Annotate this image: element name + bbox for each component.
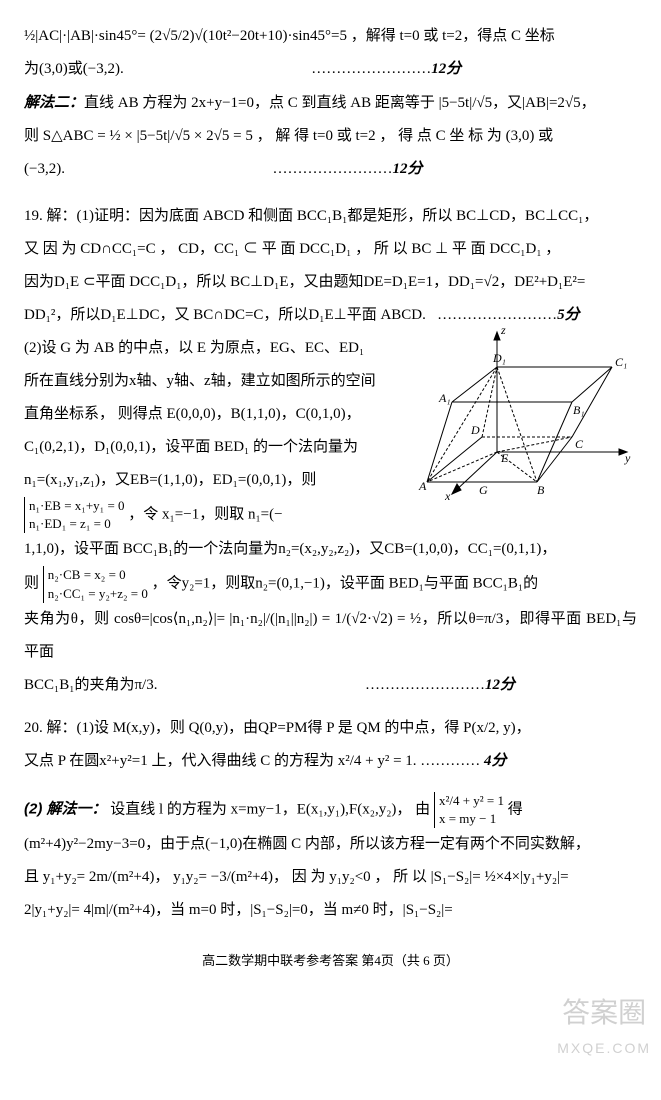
q19-l9: n₁=(x₁,y₁,z₁)，又EB=(1,1,0)，ED₁=(0,0,1)，则: [24, 464, 414, 497]
label-B1: B₁: [573, 403, 585, 417]
p2-l3: (−3,2).: [24, 161, 65, 177]
p1-line2: 为(3,0)或(−3,2). ……………………12分: [24, 53, 637, 86]
page-footer: 高二数学期中联考参考答案 第4页（共 6 页）: [24, 947, 637, 976]
q20-l2-text: 又点 P 在圆x²+y²=1 上，代入得曲线 C 的方程为 x²/4 + y² …: [24, 753, 480, 769]
q19-l11: 1,1,0)，设平面 BCC₁B₁的一个法向量为n₂=(x₂,y₂,z₂)，又C…: [24, 533, 637, 566]
dots: ……………………: [311, 61, 431, 77]
label-E: E: [500, 451, 509, 465]
brace2-b: n₂·CC₁ = y₂+z₂ = 0: [48, 586, 148, 601]
dots: ……………………: [437, 307, 557, 323]
q19-l13: 夹角为θ，则 cosθ=|cos⟨n₁,n₂⟩|= |n₁·n₂|/(|n₁||…: [24, 603, 637, 669]
q19-l14: BCC₁B₁的夹角为π/3. ……………………12分: [24, 669, 637, 702]
label-D: D: [470, 423, 480, 437]
p2-score: 12分: [392, 161, 422, 177]
dots: ……………………: [272, 161, 392, 177]
q20-l2: 又点 P 在圆x²+y²=1 上，代入得曲线 C 的方程为 x²/4 + y² …: [24, 745, 637, 778]
dots: ……………………: [365, 677, 485, 693]
q19-brace1: n₁·EB = x₁+y₁ = 0 n₁·ED₁ = z₁ = 0 ，令 x₁=…: [24, 497, 637, 533]
q20-l1: 20. 解：(1)设 M(x,y)，则 Q(0,y)，由QP=PM得 P 是 Q…: [24, 712, 637, 745]
p2-line1: 解法二：直线 AB 方程为 2x+y−1=0，点 C 到直线 AB 距离等于 |…: [24, 86, 637, 120]
q19-l7: 直角坐标系， 则得点 E(0,0,0)，B(1,1,0)，C(0,1,0)，: [24, 398, 384, 431]
q19-brace2: 则 n₂·CB = x₂ = 0 n₂·CC₁ = y₂+z₂ = 0 ，令y₂…: [24, 566, 637, 602]
label-y: y: [624, 451, 631, 465]
q20-score1: 4分: [484, 753, 507, 769]
q19-l12-pre: 则: [24, 576, 39, 592]
q19-l6: 所在直线分别为x轴、y轴、z轴，建立如图所示的空间: [24, 365, 384, 398]
brace1: n₁·EB = x₁+y₁ = 0 n₁·ED₁ = z₁ = 0: [24, 497, 125, 533]
p2-line2: 则 S△ABC = ½ × |5−5t|/√5 × 2√5 = 5 ， 解 得 …: [24, 120, 637, 153]
q20-l3b: 得: [508, 801, 523, 817]
q19-l2: 又 因 为 CD∩CC₁=C ， CD，CC₁ ⊂ 平 面 DCC₁D₁ ， 所…: [24, 233, 637, 266]
q19-l12: ，令y₂=1，则取n₂=(0,1,−1)，设平面 BED₁与平面 BCC₁B₁的: [152, 576, 539, 592]
q19-l4-text: DD₁²，所以D₁E⊥DC，又 BC∩DC=C，所以D₁E⊥平面 ABCD.: [24, 307, 426, 323]
label-C1: C₁: [615, 355, 627, 369]
label-D1: D₁: [492, 351, 506, 365]
p2-line3: (−3,2). ……………………12分: [24, 153, 637, 186]
brace1-b: n₁·ED₁ = z₁ = 0: [29, 516, 111, 531]
label-C: C: [575, 437, 584, 451]
label-B: B: [537, 483, 545, 497]
q19-l8: C₁(0,2,1)，D₁(0,0,1)，设平面 BED₁ 的一个法向量为: [24, 431, 384, 464]
brace3: x²/4 + y² = 1 x = my − 1: [434, 792, 504, 828]
q19-l10: ，令 x₁=−1，则取 n₁=(−: [128, 507, 282, 523]
q20-l3-text: 设直线 l 的方程为 x=my−1，E(x₁,y₁),F(x₂,y₂)， 由: [110, 801, 430, 817]
label-z: z: [500, 323, 506, 337]
p1-l2-text: 为(3,0)或(−3,2).: [24, 61, 124, 77]
brace3-a: x²/4 + y² = 1: [439, 793, 504, 808]
watermark: 答案圈MXQE.COM: [557, 998, 651, 1060]
brace2: n₂·CB = x₂ = 0 n₂·CC₁ = y₂+z₂ = 0: [43, 566, 148, 602]
diagram-section: z y x A B C D A₁ B₁ C₁ D₁ E G (2)设 G 为 A…: [24, 332, 637, 497]
brace1-a: n₁·EB = x₁+y₁ = 0: [29, 498, 125, 513]
p1-line1: ½|AC|·|AB|·sin45°= (2√5/2)√(10t²−20t+10)…: [24, 20, 637, 53]
q20-l3: (2) 解法一： 设直线 l 的方程为 x=my−1，E(x₁,y₁),F(x₂…: [24, 792, 637, 828]
brace3-b: x = my − 1: [439, 811, 496, 826]
q19-l14-text: BCC₁B₁的夹角为π/3.: [24, 677, 157, 693]
method1-label: (2) 解法一：: [24, 800, 107, 817]
geometry-diagram: z y x A B C D A₁ B₁ C₁ D₁ E G: [397, 322, 637, 502]
q19-l1: 19. 解：(1)证明：因为底面 ABCD 和侧面 BCC₁B₁都是矩形，所以 …: [24, 200, 637, 233]
label-A: A: [418, 479, 427, 493]
q20-l6: 2|y₁+y₂|= 4|m|/(m²+4)，当 m=0 时，|S₁−S₂|=0，…: [24, 894, 637, 927]
q19-score1: 5分: [557, 307, 580, 323]
label-x: x: [444, 489, 451, 502]
q19-l3: 因为D₁E ⊂平面 DCC₁D₁，所以 BC⊥D₁E，又由题知DE=D₁E=1，…: [24, 266, 637, 299]
method2-label: 解法二：: [24, 94, 84, 111]
label-A1: A₁: [438, 391, 451, 405]
q19-l5: (2)设 G 为 AB 的中点，以 E 为原点，EG、EC、ED₁: [24, 332, 384, 365]
label-G: G: [479, 483, 488, 497]
q20-l4: (m²+4)y²−2my−3=0，由于点(−1,0)在椭圆 C 内部，所以该方程…: [24, 828, 637, 861]
q19-score2: 12分: [485, 677, 515, 693]
p2-l1: 直线 AB 方程为 2x+y−1=0，点 C 到直线 AB 距离等于 |5−5t…: [84, 95, 596, 111]
p1-score: 12分: [431, 61, 461, 77]
q20-l5: 且 y₁+y₂= 2m/(m²+4)， y₁y₂= −3/(m²+4)， 因 为…: [24, 861, 637, 894]
brace2-a: n₂·CB = x₂ = 0: [48, 567, 126, 582]
